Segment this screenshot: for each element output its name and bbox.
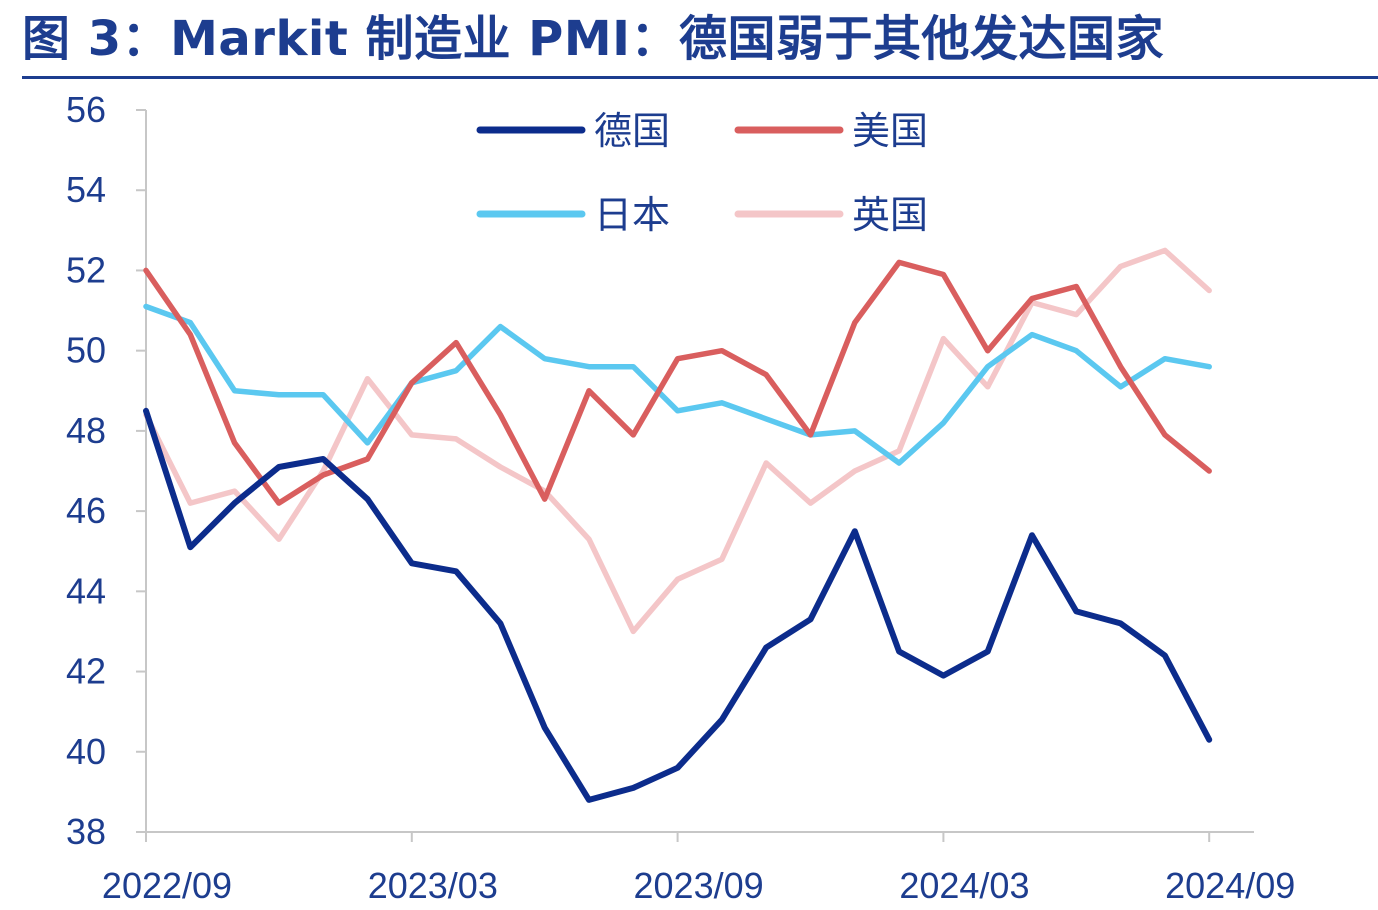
title-underline [22, 76, 1378, 79]
legend-label-4: 英国 [852, 193, 928, 237]
y-tick-label: 52 [66, 249, 106, 290]
x-tick-label: 2024/09 [1165, 865, 1295, 906]
y-tick-label: 54 [66, 169, 106, 210]
x-tick-label: 2022/09 [102, 865, 232, 906]
y-tick-label: 38 [66, 811, 106, 852]
series-line-4 [143, 247, 1212, 635]
legend-label-1: 德国 [594, 109, 670, 153]
y-tick-label: 46 [66, 490, 106, 531]
series-line-2 [143, 259, 1212, 506]
chart-series [143, 247, 1213, 803]
series-line-1 [143, 407, 1213, 803]
y-tick-label: 48 [66, 410, 106, 451]
y-tick-label: 42 [66, 651, 106, 692]
chart-title: 图 3：Markit 制造业 PMI：德国弱于其他发达国家 [22, 11, 1164, 67]
series-line-3 [143, 303, 1212, 466]
y-tick-label: 40 [66, 731, 106, 772]
legend-label-2: 美国 [852, 109, 928, 153]
x-tick-label: 2023/09 [634, 865, 764, 906]
y-tick-label: 50 [66, 330, 106, 371]
chart-axes: 38 40 42 44 46 48 50 52 54 56 2022/09 2023/03 2023/0… [66, 89, 1295, 906]
x-tick-label: 2024/03 [899, 865, 1029, 906]
y-tick-label: 56 [66, 89, 106, 130]
legend-label-3: 日本 [594, 193, 670, 237]
y-tick-label: 44 [66, 570, 106, 611]
x-tick-label: 2023/03 [368, 865, 498, 906]
